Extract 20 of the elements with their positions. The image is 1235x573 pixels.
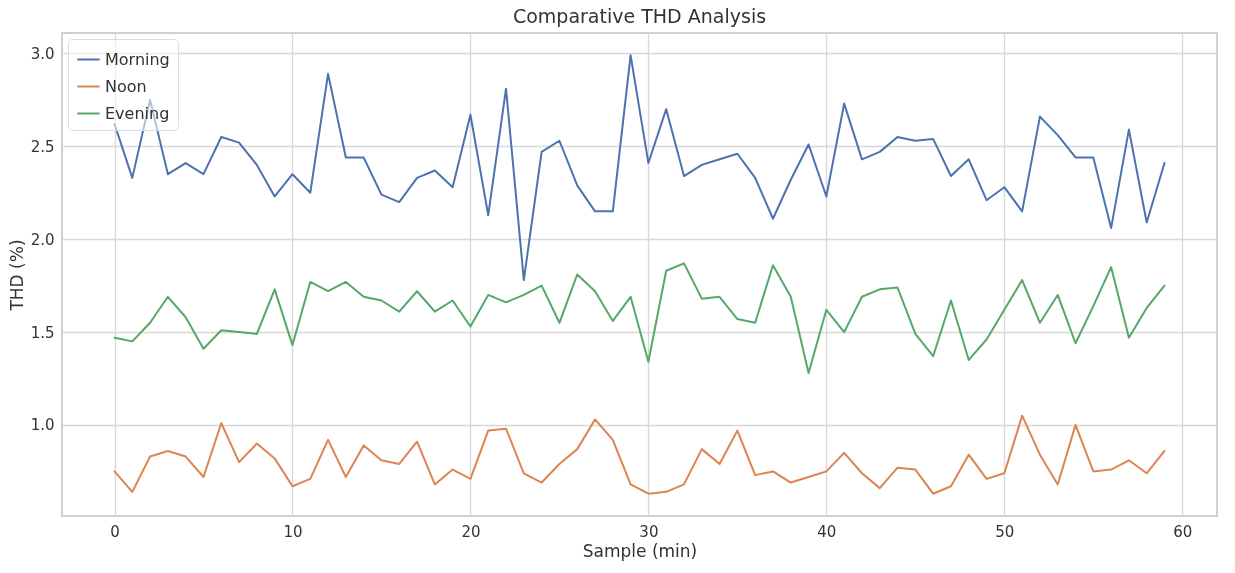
- line-series: [113, 414, 1166, 495]
- x-tick-label: 50: [995, 522, 1015, 541]
- y-tick-label: 1.0: [30, 416, 55, 435]
- y-tick-label: 3.0: [30, 44, 55, 63]
- x-tick-label: 0: [110, 522, 120, 541]
- legend-label: Noon: [105, 76, 147, 96]
- y-tick-label: 1.5: [30, 323, 55, 342]
- line-series: [113, 262, 1166, 374]
- legend-label: Morning: [105, 49, 170, 69]
- x-tick-label: 10: [283, 522, 303, 541]
- x-axis-title: Sample (min): [582, 540, 698, 561]
- x-tick-label: 30: [639, 522, 659, 541]
- legend-label: Evening: [105, 103, 170, 123]
- y-axis-title: THD (%): [6, 239, 27, 312]
- x-tick-label: 20: [461, 522, 481, 541]
- y-tick-label: 2.0: [30, 230, 55, 249]
- x-tick-label: 40: [817, 522, 837, 541]
- y-tick-label: 2.5: [30, 137, 55, 156]
- x-tick-label: 60: [1173, 522, 1193, 541]
- chart-title: Comparative THD Analysis: [512, 5, 767, 27]
